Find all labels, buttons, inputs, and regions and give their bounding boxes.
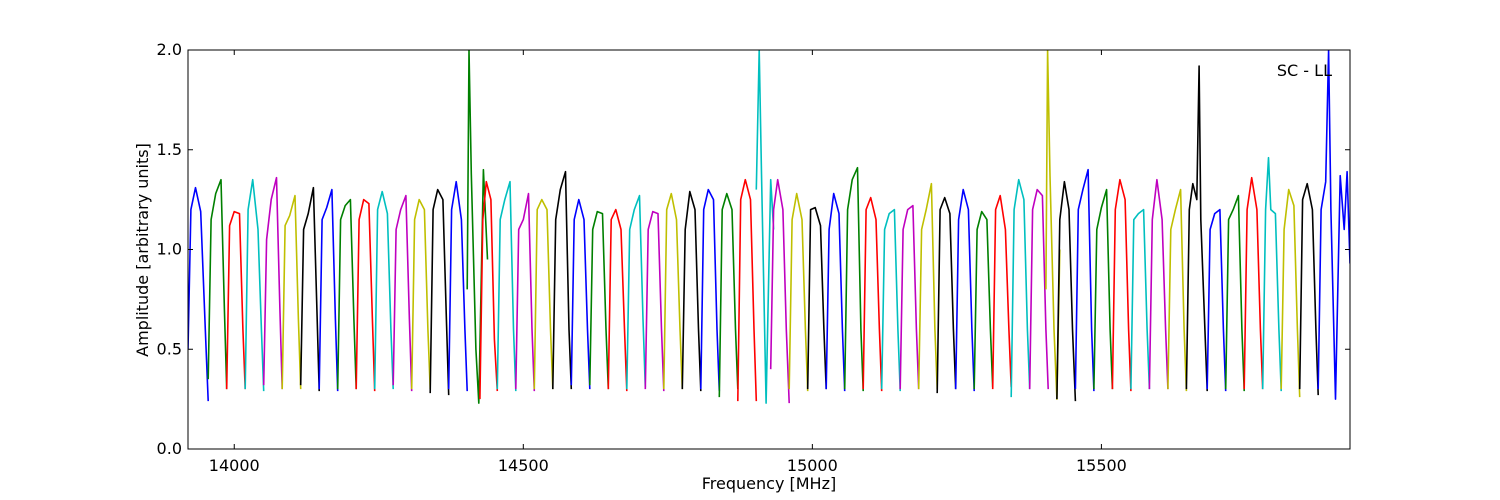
series-line-15	[447, 180, 468, 392]
series-line-33	[769, 178, 790, 404]
series-line-5	[262, 176, 283, 390]
series-line-2	[207, 178, 228, 390]
series-line-51	[1093, 188, 1114, 390]
series-line-30	[718, 192, 739, 398]
series-line-11	[373, 190, 394, 390]
series-group	[188, 50, 1350, 404]
y-tick-label: 2.0	[157, 40, 182, 59]
series-line-22	[570, 198, 591, 390]
series-line-63	[1317, 50, 1350, 400]
series-line-37	[843, 166, 864, 392]
series-line-24	[607, 208, 628, 392]
y-tick-label: 1.5	[157, 140, 182, 159]
series-line-28	[681, 190, 702, 392]
series-line-18	[496, 180, 517, 392]
series-line-40	[899, 204, 920, 390]
x-tick-label: 14000	[209, 456, 260, 475]
y-tick-label: 0.0	[157, 439, 182, 458]
series-line-13	[410, 198, 431, 390]
series-line-6	[281, 194, 302, 390]
series-line-49	[1056, 180, 1077, 402]
series-line-23	[589, 210, 610, 390]
series-line-20	[533, 198, 554, 390]
series-line-25	[626, 194, 647, 390]
series-line-42	[936, 196, 957, 394]
series-line-12	[392, 194, 413, 392]
series-line-9	[336, 198, 357, 390]
series-line-46	[1010, 178, 1031, 398]
series-line-7	[299, 186, 320, 392]
series-line-32	[755, 50, 775, 404]
series-line-31	[737, 178, 758, 402]
series-line-41	[917, 182, 938, 390]
y-axis-label: Amplitude [arbitrary units]	[133, 143, 152, 357]
series-line-26	[644, 210, 665, 392]
series-line-38	[862, 196, 883, 392]
x-tick-label: 15500	[1076, 456, 1127, 475]
series-line-60	[1261, 156, 1282, 392]
series-line-17	[479, 180, 499, 400]
x-tick-label: 15000	[787, 456, 838, 475]
series-line-61	[1280, 188, 1301, 398]
series-line-1	[188, 186, 209, 402]
series-line-14	[429, 188, 450, 396]
series-line-4	[244, 178, 265, 392]
series-line-55	[1167, 188, 1188, 392]
series-line-53	[1130, 208, 1151, 390]
series-line-47	[1028, 188, 1049, 390]
y-tick-label: 1.0	[157, 240, 182, 259]
x-axis-label: Frequency [MHz]	[702, 474, 836, 493]
series-line-43	[954, 188, 975, 392]
series-line-10	[355, 198, 376, 392]
series-line-44	[973, 210, 994, 390]
series-line-21	[552, 170, 573, 390]
series-line-36	[825, 192, 846, 392]
x-tick-label: 14500	[498, 456, 549, 475]
series-line-39	[880, 208, 901, 392]
series-line-16	[466, 50, 489, 404]
series-line-35	[806, 206, 827, 390]
series-line-8	[318, 188, 339, 392]
series-line-27	[663, 192, 684, 390]
series-line-52	[1111, 178, 1132, 392]
series-line-3	[225, 210, 246, 390]
series-line-54	[1148, 178, 1169, 390]
series-line-29	[700, 188, 721, 392]
series-line-19	[515, 192, 536, 392]
series-line-62	[1298, 182, 1319, 396]
chart-annotation: SC - LL	[1277, 61, 1332, 80]
series-line-59	[1243, 176, 1264, 390]
series-line-45	[991, 194, 1012, 390]
series-line-56	[1185, 65, 1208, 392]
series-line-57	[1206, 208, 1227, 392]
series-line-58	[1224, 194, 1245, 392]
series-line-50	[1074, 168, 1095, 392]
y-tick-label: 0.5	[157, 339, 182, 358]
ticks-group: 14000 14500 15000 15500 0.0 0.5 1.0 1.5 2.0	[157, 40, 1350, 475]
series-line-34	[788, 192, 809, 392]
